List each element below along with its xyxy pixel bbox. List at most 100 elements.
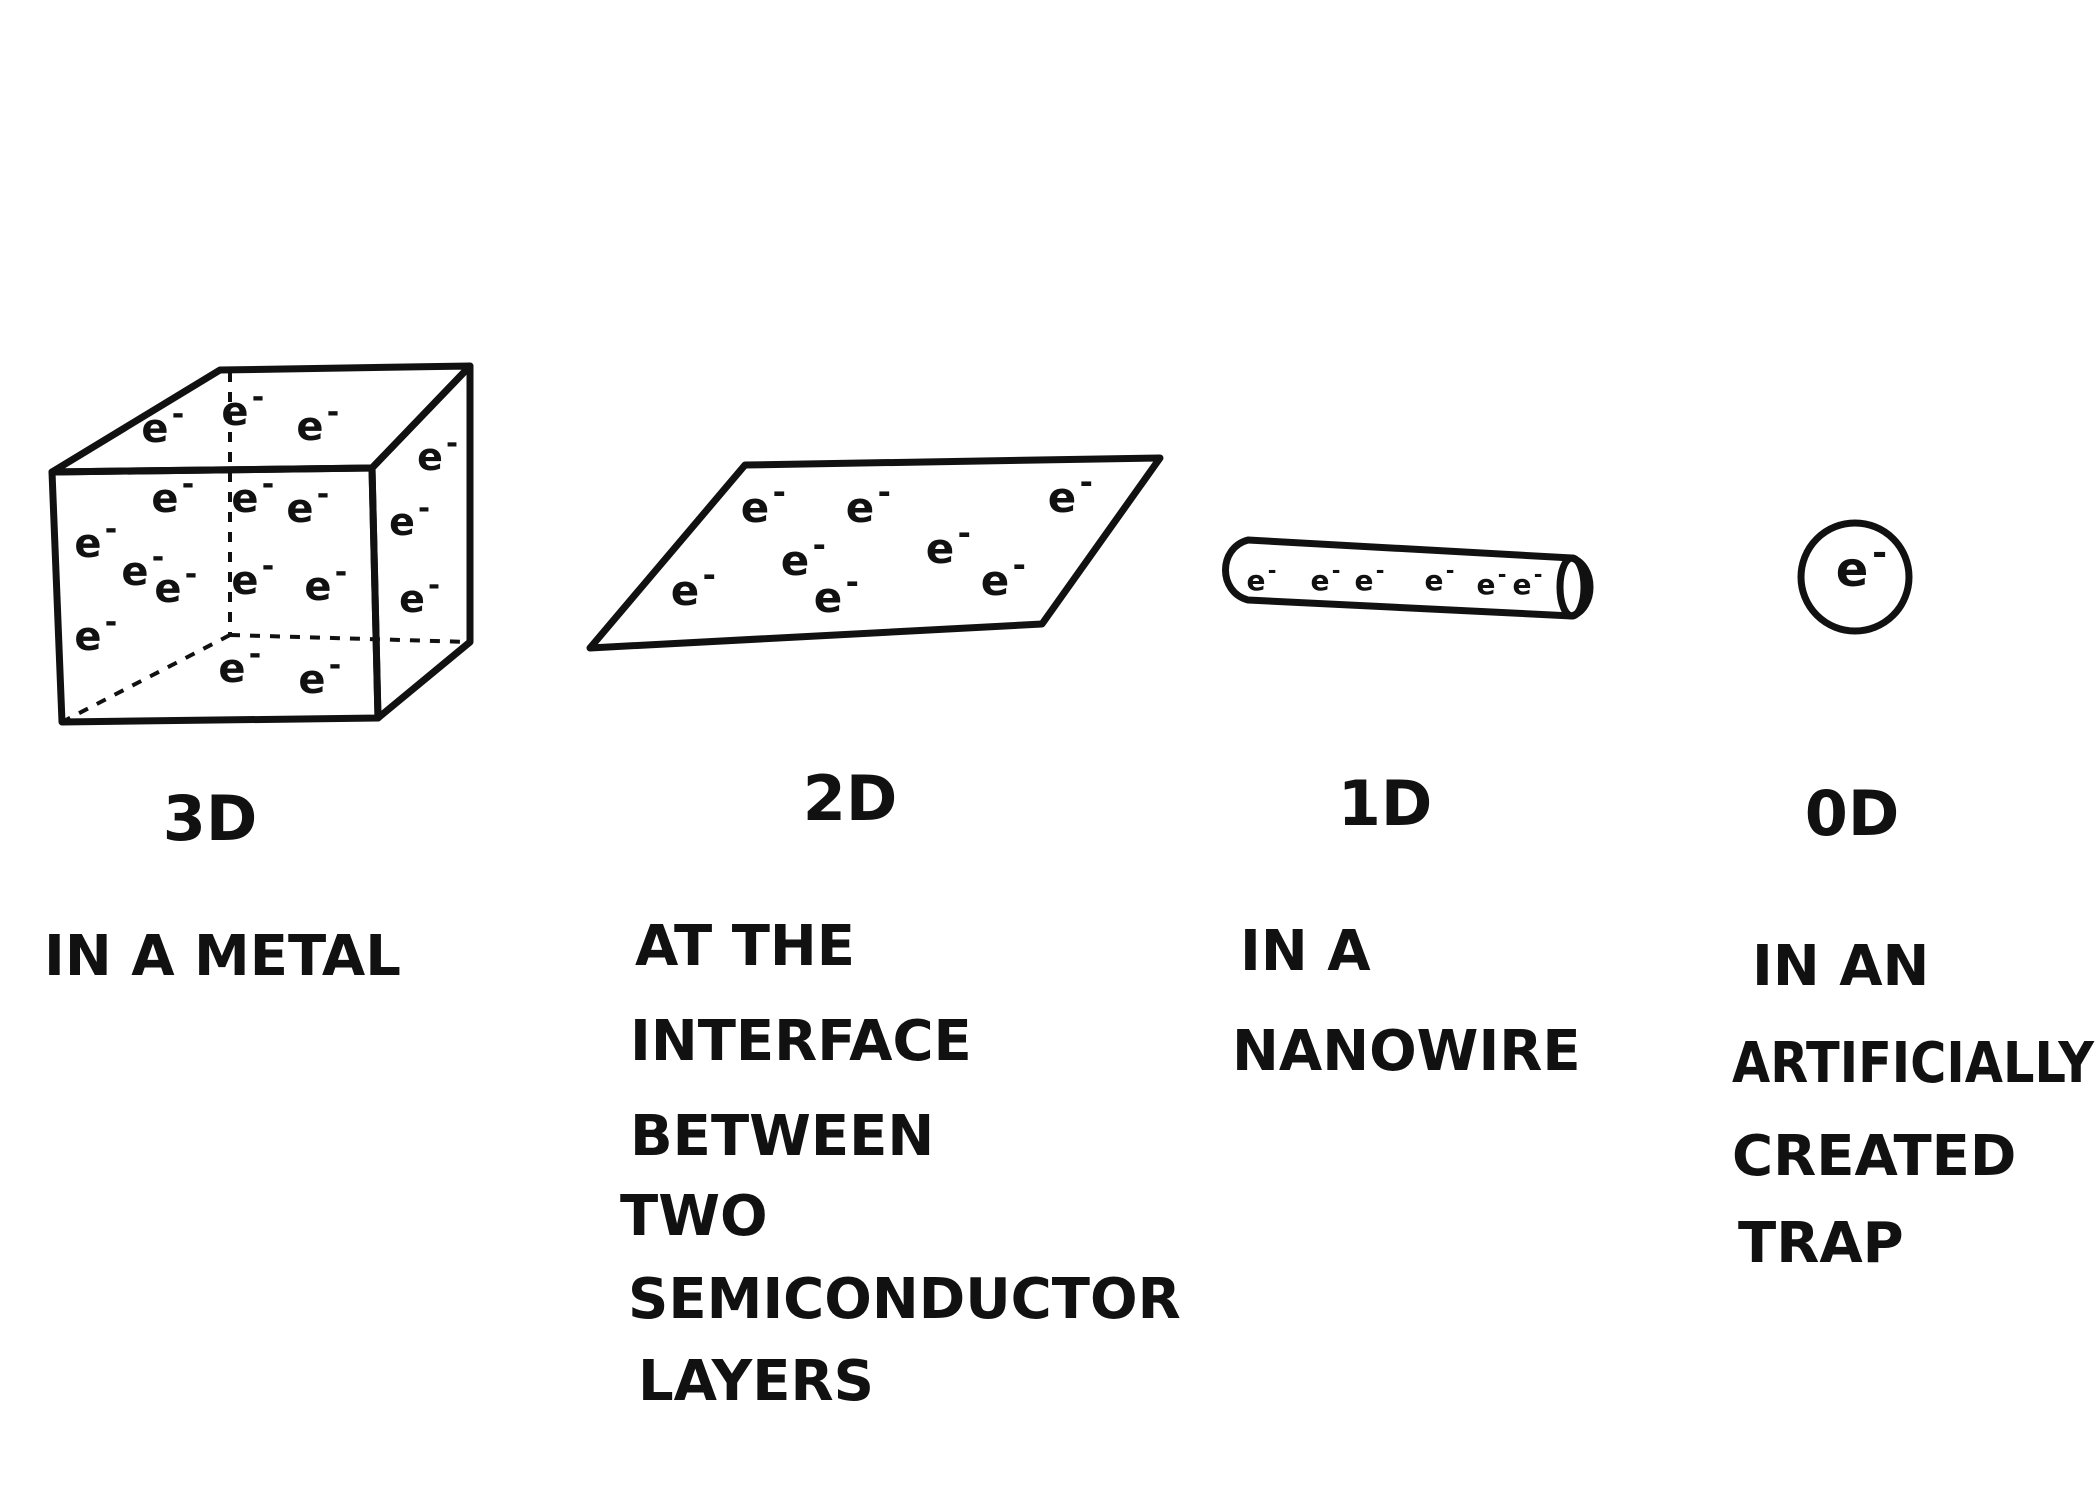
electron-charge: -: [327, 395, 339, 430]
electron-3d-1: e-: [141, 397, 184, 452]
electron-charge: -: [329, 648, 341, 683]
electron-charge: -: [846, 563, 859, 601]
electron-charge: -: [418, 491, 430, 525]
electron-symbol: e: [296, 404, 323, 450]
wire-end-cap: [1556, 554, 1588, 620]
electron-charge: -: [773, 473, 786, 511]
electron-symbol: e: [74, 614, 101, 660]
electron-1d-6: e-: [1513, 562, 1543, 601]
description-2d-line-6: LAYERS: [638, 1349, 874, 1414]
panel-0d-labels: 0D IN AN ARTIFICIALLY CREATED TRAP: [1732, 777, 2095, 1276]
electron-charge: -: [105, 512, 117, 547]
description-1d-line-1: IN A: [1240, 919, 1371, 984]
metal-box-3d: [48, 362, 474, 726]
electron-3d-10: e-: [231, 549, 274, 604]
electron-charge: -: [813, 526, 826, 564]
electron-charge: -: [1446, 558, 1455, 582]
box-side-face: [368, 362, 474, 722]
electron-1d-5: e-: [1477, 562, 1507, 601]
electron-3d-5: e-: [151, 467, 194, 522]
nanowire-1d: [1222, 536, 1594, 620]
electron-charge: -: [252, 380, 264, 415]
electron-3d-2: e-: [221, 380, 264, 435]
electron-2d-1: e-: [741, 473, 786, 532]
electron-3d-15: e-: [417, 426, 458, 479]
electron-1d-2: e-: [1311, 558, 1341, 597]
electron-charge: -: [1080, 463, 1093, 501]
electron-symbol: e: [741, 483, 770, 532]
electron-symbol: e: [846, 483, 875, 532]
electron-charge: -: [262, 467, 274, 502]
electron-charge: -: [1498, 562, 1507, 586]
electron-charge: -: [1268, 558, 1277, 582]
electron-2d-5: e-: [781, 526, 826, 585]
electron-symbol: e: [1836, 542, 1869, 598]
description-0d-line-1: IN AN: [1752, 934, 1929, 999]
electron-3d-17: e-: [399, 568, 440, 621]
panel-2d-labels: 2D AT THE INTERFACE BETWEEN TWO SEMICOND…: [620, 762, 1181, 1414]
description-2d-line-3: BETWEEN: [630, 1104, 934, 1169]
description-0d-line-4: TRAP: [1738, 1211, 1904, 1276]
electron-charge: -: [152, 540, 164, 575]
hidden-depth-edge: [229, 633, 471, 644]
electron-symbol: e: [1355, 564, 1374, 597]
electron-symbol: e: [151, 476, 178, 522]
description-2d-line-5: SEMICONDUCTOR: [628, 1267, 1181, 1332]
description-0d-line-2: ARTIFICIALLY: [1732, 1031, 2095, 1096]
electron-symbol: e: [304, 564, 331, 610]
electron-charge: -: [185, 557, 197, 592]
electron-3d-3: e-: [296, 395, 339, 450]
electron-charge: -: [105, 605, 117, 640]
electron-3d-13: e-: [218, 637, 261, 692]
description-2d-line-4: TWO: [620, 1184, 768, 1249]
interface-sheet-2d: [586, 454, 1164, 652]
electron-charge: -: [878, 473, 891, 511]
electron-symbol: e: [1513, 568, 1532, 601]
electron-2d-3: e-: [1048, 463, 1093, 522]
dimension-label-3d: 3D: [163, 782, 258, 855]
electron-symbol: e: [814, 573, 843, 622]
electron-symbol: e: [781, 536, 810, 585]
electron-1d-1: e-: [1247, 558, 1277, 597]
description-2d-line-2: INTERFACE: [630, 1009, 972, 1074]
dimension-label-2d: 2D: [803, 762, 898, 835]
electron-charge: -: [172, 397, 184, 432]
panel-1d-labels: 1D IN A NANOWIRE: [1232, 767, 1581, 1084]
wire-outline: [1222, 536, 1594, 620]
electron-1d-4: e-: [1425, 558, 1455, 597]
trap-outline: [1797, 519, 1913, 635]
electron-1d-3: e-: [1355, 558, 1385, 597]
description-2d-line-1: AT THE: [635, 914, 855, 979]
trap-0d: [1797, 519, 1913, 635]
electron-symbol: e: [399, 577, 425, 621]
electron-symbol: e: [1477, 568, 1496, 601]
electron-symbol: e: [218, 646, 245, 692]
electron-charge: -: [262, 549, 274, 584]
electron-symbol: e: [121, 549, 148, 595]
electron-charge: -: [1332, 558, 1341, 582]
electron-charge: -: [1534, 562, 1543, 586]
electron-charge: -: [1013, 546, 1026, 584]
electron-symbol: e: [298, 657, 325, 703]
electron-3d-4: e-: [74, 512, 117, 567]
electron-3d-16: e-: [389, 491, 430, 544]
panel-3d-labels: 3D IN A METAL: [44, 782, 401, 989]
electron-symbol: e: [286, 486, 313, 532]
electron-charge: -: [1872, 532, 1887, 573]
electron-3d-12: e-: [74, 605, 117, 660]
electron-charge: -: [182, 467, 194, 502]
electron-symbol: e: [1425, 564, 1444, 597]
electron-symbol: e: [231, 558, 258, 604]
electron-0d-1: e-: [1836, 532, 1887, 598]
electron-2d-8: e-: [981, 546, 1026, 605]
electron-charge: -: [958, 514, 971, 552]
electron-2d-6: e-: [814, 563, 859, 622]
description-3d-line-1: IN A METAL: [44, 924, 401, 989]
electron-3d-8: e-: [121, 540, 164, 595]
electron-charge: -: [317, 477, 329, 512]
electron-2d-2: e-: [846, 473, 891, 532]
dimension-label-1d: 1D: [1338, 767, 1433, 840]
electron-symbol: e: [1048, 473, 1077, 522]
electron-3d-11: e-: [304, 555, 347, 610]
